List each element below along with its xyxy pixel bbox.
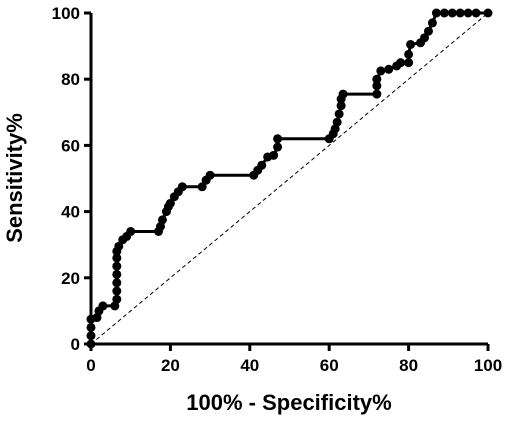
point (112, 269, 122, 279)
y-tick-label: 0 (71, 335, 80, 354)
y-tick-label: 100 (52, 4, 80, 23)
point (463, 8, 473, 18)
point (427, 18, 437, 28)
point (404, 49, 414, 59)
point (157, 215, 167, 225)
point (338, 89, 348, 99)
point (396, 58, 406, 68)
x-tick-label: 40 (240, 356, 259, 375)
point (455, 8, 465, 18)
point (336, 101, 346, 111)
y-tick-label: 60 (61, 136, 80, 155)
point (269, 150, 279, 160)
point (197, 182, 207, 192)
point (447, 8, 457, 18)
point (334, 109, 344, 119)
point (439, 8, 449, 18)
point (372, 74, 382, 84)
point (126, 226, 136, 236)
point (406, 39, 416, 49)
point (112, 253, 122, 263)
y-tick-label: 40 (61, 203, 80, 222)
point (372, 89, 382, 99)
x-tick-label: 20 (161, 356, 180, 375)
point (205, 170, 215, 180)
point (112, 278, 122, 288)
x-axis-title: 100% - Specificity% (186, 390, 391, 415)
point (165, 198, 175, 208)
point (86, 331, 96, 341)
x-tick-label: 60 (320, 356, 339, 375)
point (471, 8, 481, 18)
point (112, 286, 122, 296)
y-axis-title: Sensitivity% (2, 113, 27, 243)
point (86, 322, 96, 332)
point (431, 8, 441, 18)
point (112, 294, 122, 304)
point (273, 134, 283, 144)
point (384, 64, 394, 74)
x-tick-label: 80 (399, 356, 418, 375)
x-tick-label: 0 (86, 356, 95, 375)
point (98, 301, 108, 311)
point (257, 160, 267, 170)
point (372, 81, 382, 91)
point (419, 33, 429, 43)
x-tick-label: 100 (474, 356, 502, 375)
point (332, 117, 342, 127)
point (423, 26, 433, 36)
point (273, 142, 283, 152)
y-tick-label: 20 (61, 269, 80, 288)
point (404, 58, 414, 68)
y-tick-label: 80 (61, 70, 80, 89)
point (114, 241, 124, 251)
point (177, 182, 187, 192)
reference-line (90, 12, 489, 345)
point (112, 261, 122, 271)
point (376, 66, 386, 76)
